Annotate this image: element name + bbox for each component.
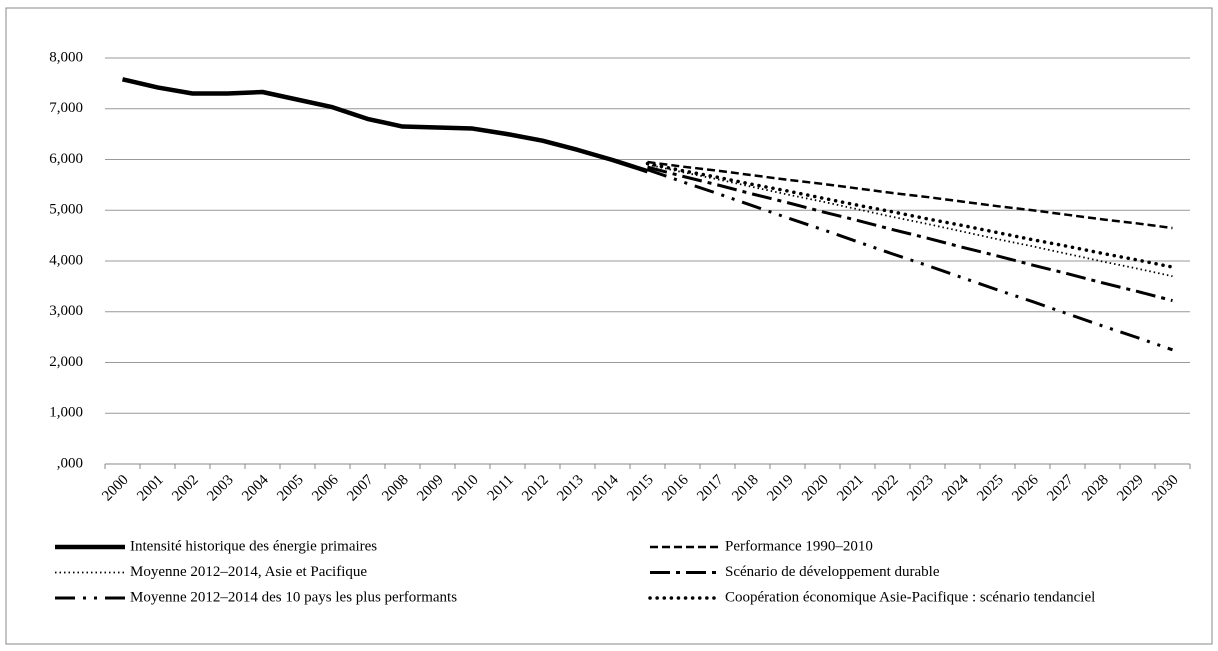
series-line (645, 161, 1175, 269)
x-tick-label: 2003 (204, 472, 237, 505)
legend-label: Performance 1990–2010 (725, 538, 873, 554)
y-tick-label: 7,000 (49, 100, 83, 116)
x-tick-label: 2020 (799, 472, 832, 505)
x-tick-label: 2000 (99, 472, 132, 505)
x-tick-label: 2021 (834, 472, 867, 505)
x-tick-label: 2007 (344, 472, 377, 505)
series-line (647, 165, 1173, 303)
y-tick-label: 4,000 (49, 252, 83, 268)
x-tick-label: 2019 (764, 472, 797, 505)
x-tick-label: 2015 (624, 472, 657, 505)
x-tick-label: 2006 (309, 472, 342, 505)
series-line (647, 160, 1173, 230)
x-tick-label: 2024 (939, 472, 972, 505)
y-tick-label: 2,000 (49, 354, 83, 370)
x-tick-label: 2013 (554, 472, 587, 505)
legend-label: Coopération économique Asie-Pacifique : … (725, 589, 1095, 605)
x-tick-label: 2029 (1114, 472, 1147, 505)
x-tick-label: 2002 (169, 472, 202, 505)
x-tick-label: 2009 (414, 472, 447, 505)
x-tick-label: 2026 (1009, 472, 1042, 505)
series-line (647, 163, 1173, 278)
legend-label: Intensité historique des énergie primair… (130, 538, 377, 554)
x-tick-label: 2011 (485, 472, 517, 504)
legend-label: Moyenne 2012–2014, Asie et Pacifique (130, 564, 367, 580)
x-tick-label: 2012 (519, 472, 552, 505)
x-tick-label: 2001 (134, 472, 167, 505)
x-tick-label: 2017 (694, 472, 727, 505)
y-tick-label: 6,000 (49, 151, 83, 167)
x-tick-label: 2027 (1044, 472, 1077, 505)
series-line (121, 77, 649, 174)
x-tick-label: 2016 (659, 472, 692, 505)
legend-label: Moyenne 2012–2014 des 10 pays les plus p… (130, 589, 457, 605)
x-tick-label: 2010 (449, 472, 482, 505)
x-tick-label: 2014 (589, 472, 622, 505)
chart-frame (5, 7, 1213, 645)
series-line (647, 168, 1173, 352)
y-tick-label: 8,000 (49, 49, 83, 65)
x-tick-label: 2005 (274, 472, 307, 505)
x-tick-label: 2023 (904, 472, 937, 505)
y-tick-label: ,000 (57, 455, 83, 471)
y-tick-label: 1,000 (49, 405, 83, 421)
x-tick-label: 2022 (869, 472, 902, 505)
x-tick-label: 2028 (1079, 472, 1112, 505)
legend-label: Scénario de développement durable (725, 564, 940, 580)
x-tick-label: 2018 (729, 472, 762, 505)
x-tick-label: 2030 (1149, 472, 1182, 505)
x-tick-label: 2025 (974, 472, 1007, 505)
y-tick-label: 5,000 (49, 202, 83, 218)
x-tick-label: 2008 (379, 472, 412, 505)
x-tick-label: 2004 (239, 472, 272, 505)
y-tick-label: 3,000 (49, 303, 83, 319)
